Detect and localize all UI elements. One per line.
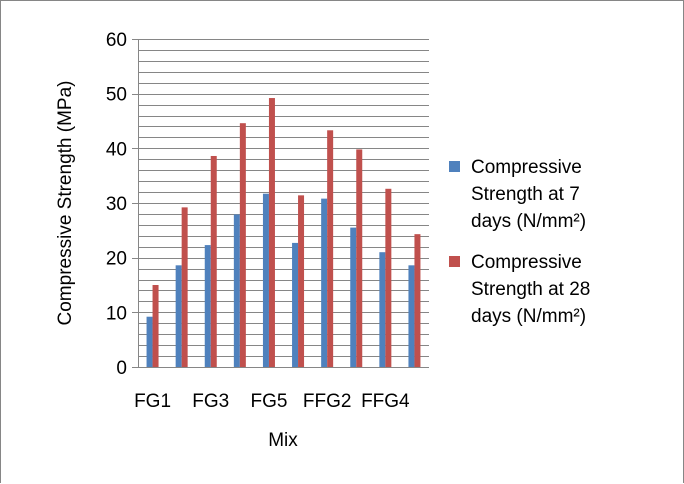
bar-fg1-series-1 — [146, 316, 153, 367]
x-tick-label: FG5 — [250, 391, 287, 412]
bar-ffg4-series-1 — [379, 252, 386, 367]
legend-swatch-2 — [449, 256, 460, 267]
x-tick-label: FFG2 — [303, 391, 352, 412]
y-axis-label: Compressive Strength (MPa) — [55, 81, 76, 326]
bar-fg1-series-2 — [152, 285, 159, 367]
bar-ffg5-series-1 — [408, 265, 415, 367]
x-tick-label: FG3 — [192, 391, 229, 412]
legend-label-line: days (N/mm²) — [471, 211, 586, 232]
legend-label-line: Strength at 7 — [471, 184, 580, 205]
bar-fg3-series-2 — [210, 155, 217, 367]
y-tick-label: 50 — [106, 85, 127, 106]
bar-fg5-series-2 — [268, 98, 275, 367]
bar-ffg3-series-2 — [356, 149, 363, 367]
legend-label-line: Compressive — [471, 157, 582, 178]
y-tick-label: 10 — [106, 303, 127, 324]
y-tick-label: 30 — [106, 194, 127, 215]
bar-fg4-series-2 — [239, 123, 246, 367]
y-tick-labels: 0 10 20 30 40 50 60 — [106, 30, 138, 379]
bar-fg3-series-1 — [204, 245, 211, 367]
y-tick-label: 60 — [106, 30, 127, 51]
bar-fg2-series-2 — [181, 207, 188, 367]
legend-label-line: Strength at 28 — [471, 279, 590, 300]
bar-ffg1-series-2 — [298, 195, 305, 367]
bar-ffg1-series-1 — [292, 242, 299, 367]
legend: Compressive Strength at 7 days (N/mm²) Comp… — [449, 157, 590, 327]
bar-ffg5-series-2 — [414, 234, 421, 367]
x-tick-label: FG1 — [134, 391, 171, 412]
legend-label-line: days (N/mm²) — [471, 306, 586, 327]
y-tick-label: 40 — [106, 139, 127, 160]
legend-swatch-1 — [449, 161, 460, 172]
y-tick-label: 0 — [116, 358, 127, 379]
bar-ffg2-series-1 — [321, 198, 328, 367]
bar-ffg3-series-1 — [350, 227, 357, 367]
bars-group — [146, 98, 421, 367]
x-tick-labels: FG1 FG3 FG5 FFG2 FFG4 — [134, 391, 410, 412]
axes — [132, 39, 429, 368]
bar-ffg4-series-2 — [385, 188, 392, 367]
bar-fg4-series-1 — [233, 214, 240, 367]
y-tick-label: 20 — [106, 249, 127, 270]
bar-fg2-series-1 — [175, 265, 182, 367]
bar-fg5-series-1 — [262, 193, 269, 367]
x-axis-label: Mix — [268, 430, 298, 451]
x-tick-label: FFG4 — [361, 391, 410, 412]
bar-ffg2-series-2 — [327, 130, 334, 367]
legend-label-line: Compressive — [471, 252, 582, 273]
